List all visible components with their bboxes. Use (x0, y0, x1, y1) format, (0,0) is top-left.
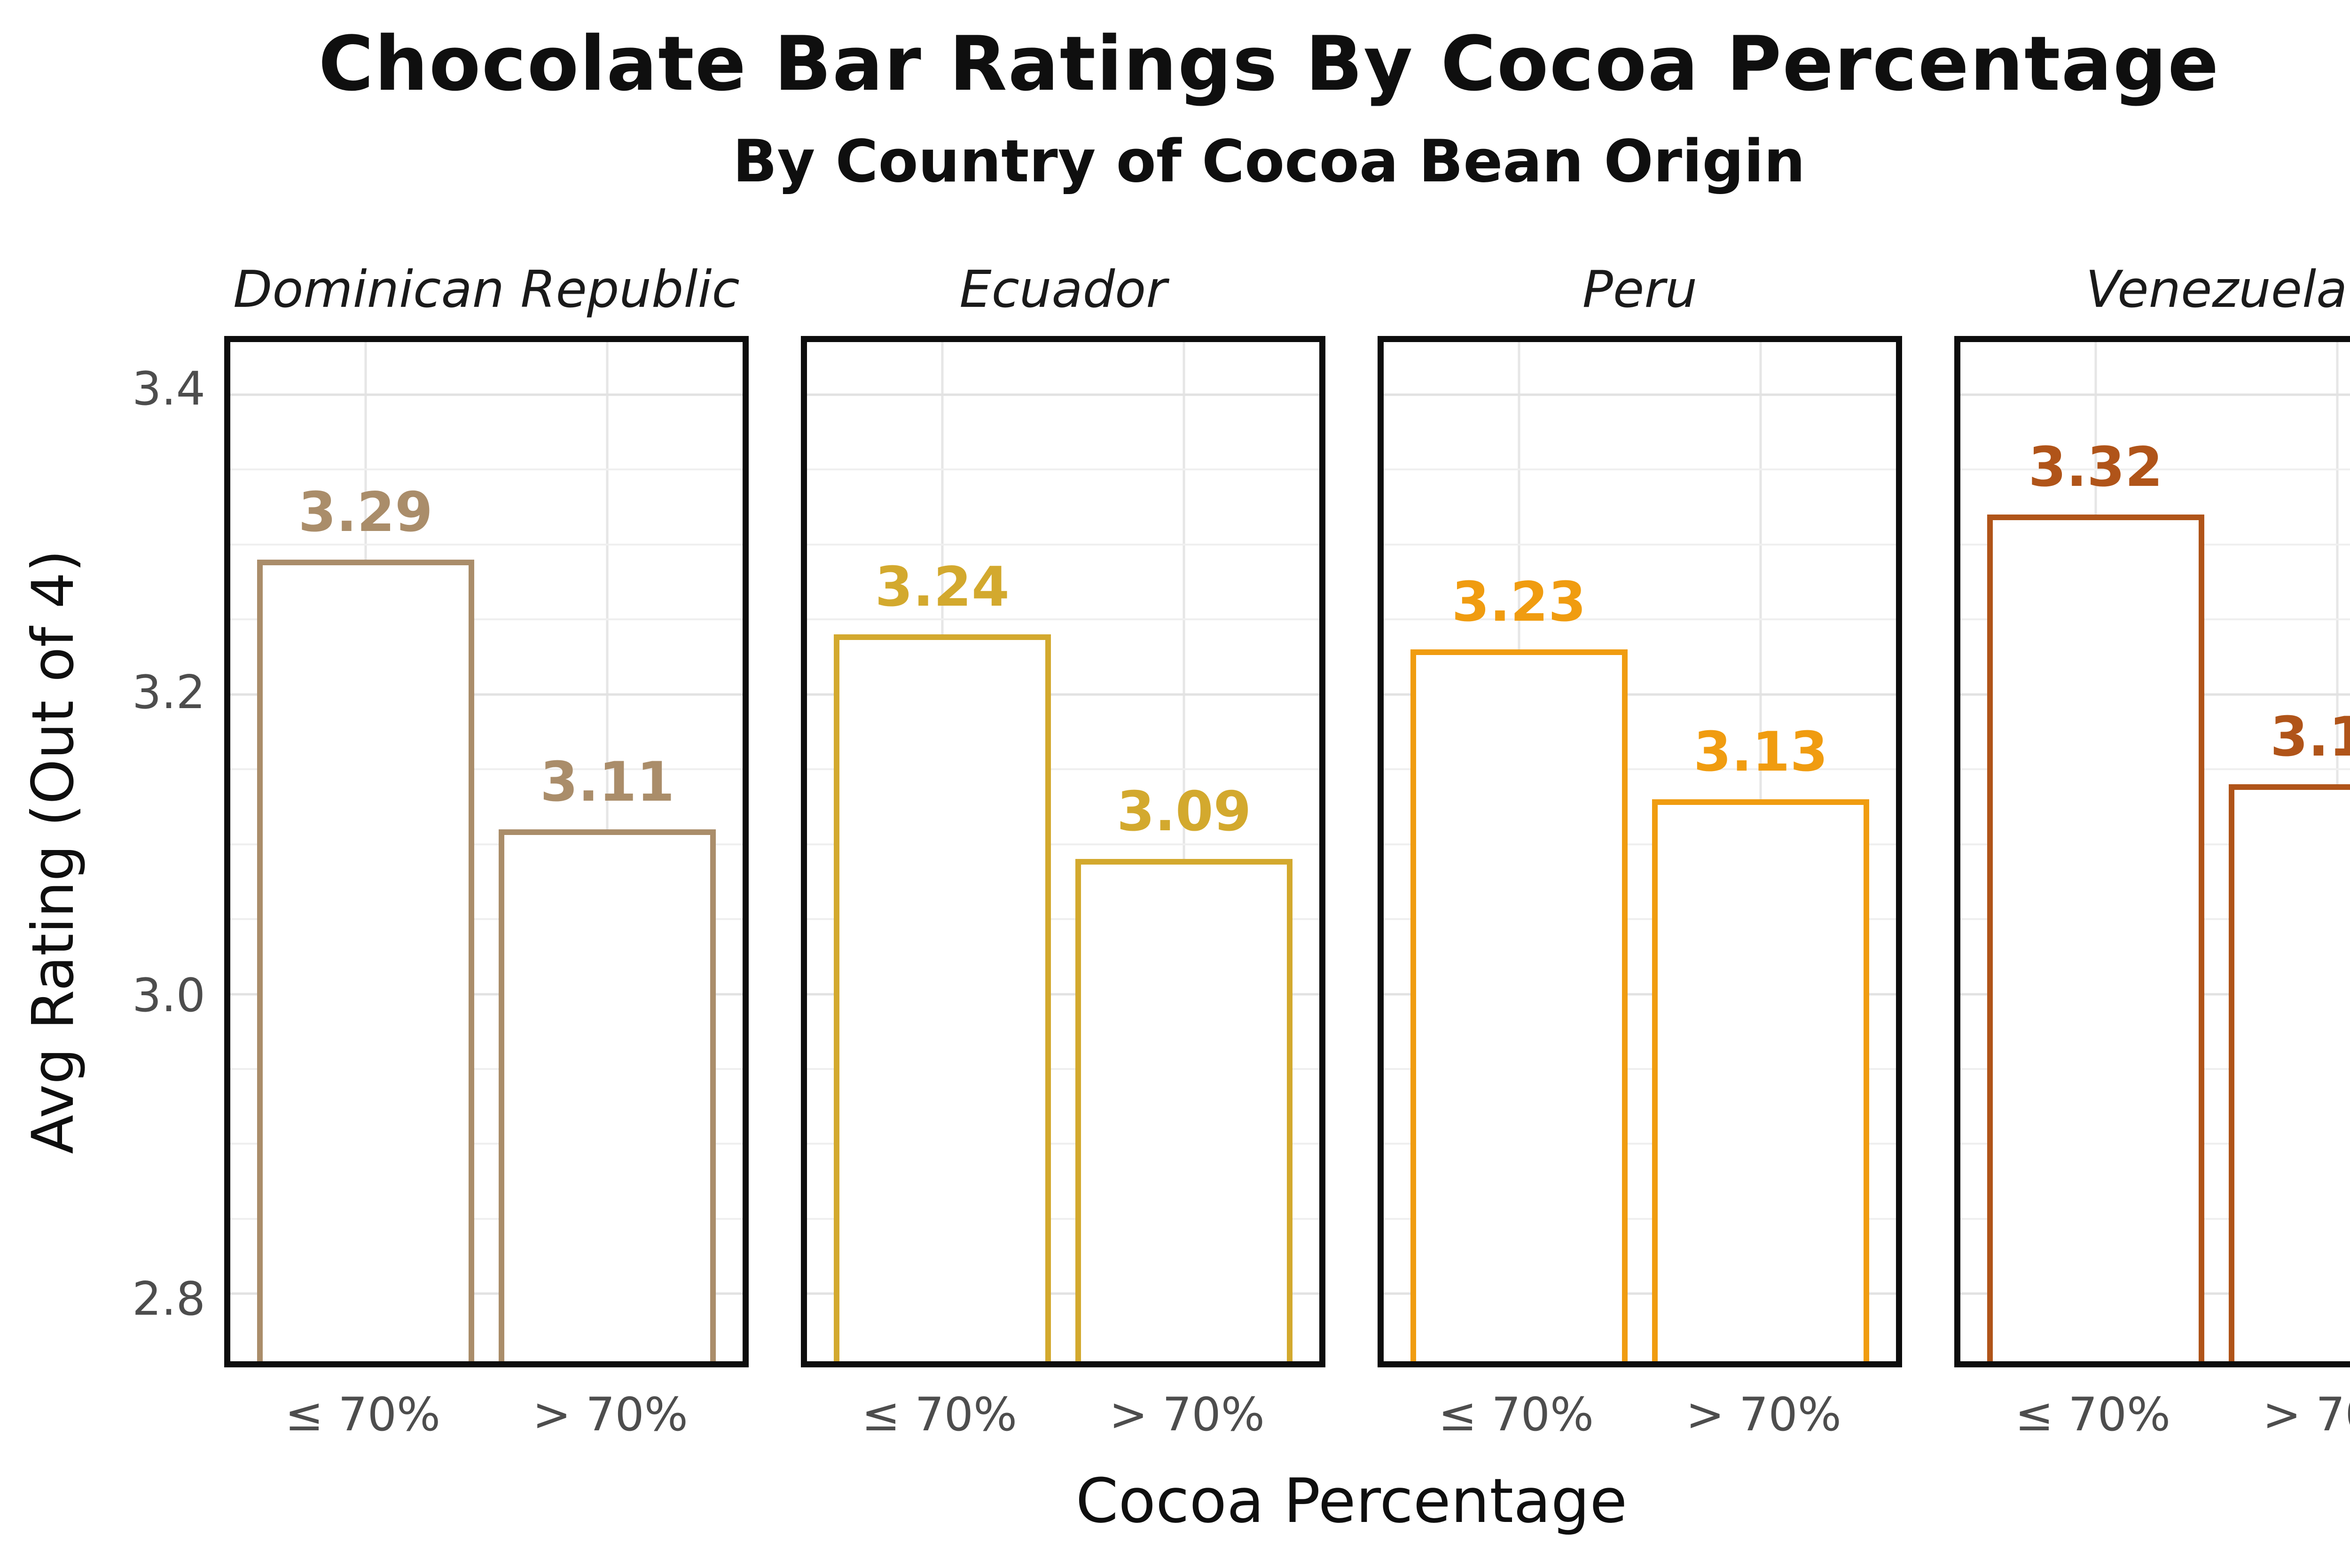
facet-title: Ecuador (959, 260, 1167, 319)
grid-line-minor (230, 918, 743, 921)
facet-panel: 3.29 3.11 (224, 336, 749, 1367)
grid-line-minor (230, 618, 743, 621)
grid-line-minor (1384, 1068, 1896, 1070)
facet-title: Peru (1582, 260, 1698, 319)
grid-line-minor (1384, 768, 1896, 771)
grid-line-vertical (1183, 342, 1185, 1361)
grid-line-major (230, 393, 743, 396)
grid-line-minor (230, 1217, 743, 1220)
bar-value-label: 3.29 (298, 480, 433, 544)
grid-line-major (807, 393, 1319, 396)
grid-line-major (807, 993, 1319, 996)
grid-line-minor (807, 618, 1319, 621)
grid-line-minor (807, 1217, 1319, 1220)
grid-line-minor (1384, 1217, 1896, 1220)
bar-≤ 70% (1987, 514, 2204, 1361)
chart-subtitle: By Country of Cocoa Bean Origin (732, 128, 1806, 195)
grid-line-major (1960, 393, 2350, 396)
plot-area: 3.24 3.09 (807, 342, 1319, 1361)
facet-dominican-republic: Dominican Republic 3.29 3.11 ≤ 70% > 70% (224, 265, 749, 1438)
bar-≤ 70% (257, 559, 474, 1361)
grid-line-minor (1384, 843, 1896, 845)
bar-> 70% (1075, 859, 1293, 1361)
bar-value-label: 3.09 (1117, 780, 1252, 844)
bar-value-label: 3.23 (1451, 570, 1586, 634)
grid-line-minor (1384, 1143, 1896, 1145)
facet-title: Venezuela (2085, 260, 2348, 319)
grid-line-minor (1384, 618, 1896, 621)
bar-> 70% (2229, 784, 2350, 1361)
x-axis-label: Cocoa Percentage (1075, 1465, 1628, 1537)
bar-≤ 70% (833, 634, 1051, 1361)
grid-line-major (1384, 693, 1896, 696)
grid-line-major (807, 693, 1319, 696)
x-tick-label: > 70% (2262, 1388, 2350, 1442)
grid-line-minor (807, 543, 1319, 546)
grid-line-minor (1384, 918, 1896, 921)
grid-line-minor (230, 843, 743, 845)
grid-line-minor (807, 1143, 1319, 1145)
bar-value-label: 3.13 (1693, 720, 1828, 784)
chart-title: Chocolate Bar Ratings By Cocoa Percentag… (318, 20, 2220, 108)
facet-panel: 3.32 3.14 (1954, 336, 2350, 1367)
grid-line-major (1384, 993, 1896, 996)
y-tick-label: 3.0 (132, 969, 205, 1023)
grid-line-minor (230, 768, 743, 771)
grid-line-minor (230, 543, 743, 546)
grid-line-minor (1384, 468, 1896, 471)
x-tick-label: > 70% (1685, 1388, 1841, 1442)
bar-value-label: 3.11 (540, 750, 675, 814)
grid-line-minor (807, 468, 1319, 471)
bar-> 70% (499, 829, 716, 1361)
facet-grid: Dominican Republic 3.29 3.11 ≤ 70% > 70% Ecua… (224, 265, 2350, 1438)
plot-area: 3.29 3.11 (230, 342, 743, 1361)
y-axis-tick-labels: 2.8 3.0 3.2 3.4 (0, 336, 205, 1367)
facet-title: Dominican Republic (233, 260, 740, 319)
facet-panel: 3.23 3.13 (1378, 336, 1902, 1367)
bar-value-label: 3.24 (875, 555, 1010, 619)
y-tick-label: 2.8 (132, 1272, 205, 1326)
y-tick-label: 3.2 (132, 665, 205, 719)
grid-line-minor (230, 468, 743, 471)
x-tick-label: ≤ 70% (2015, 1388, 2171, 1442)
facet-panel: 3.24 3.09 (801, 336, 1325, 1367)
bar-value-label: 3.32 (2028, 435, 2163, 499)
x-tick-label: > 70% (1109, 1388, 1265, 1442)
x-tick-label: > 70% (532, 1388, 688, 1442)
facet-ecuador: Ecuador 3.24 3.09 ≤ 70% > 70% (801, 265, 1325, 1438)
grid-line-minor (230, 1143, 743, 1145)
plot-area: 3.32 3.14 (1960, 342, 2350, 1361)
grid-line-major (1384, 1292, 1896, 1295)
grid-line-major (230, 1292, 743, 1295)
grid-line-major (807, 1292, 1319, 1295)
facet-peru: Peru 3.23 3.13 ≤ 70% > 70% (1378, 265, 1902, 1438)
x-tick-label: ≤ 70% (1438, 1388, 1594, 1442)
grid-line-minor (807, 843, 1319, 845)
grid-line-minor (1960, 468, 2350, 471)
grid-line-minor (807, 918, 1319, 921)
x-tick-label: ≤ 70% (862, 1388, 1018, 1442)
bar-value-label: 3.14 (2270, 705, 2350, 769)
grid-line-minor (230, 1068, 743, 1070)
grid-line-minor (807, 1068, 1319, 1070)
y-tick-label: 3.4 (132, 362, 205, 416)
grid-line-minor (807, 768, 1319, 771)
grid-line-major (1384, 393, 1896, 396)
bar-> 70% (1652, 799, 1870, 1361)
bar-≤ 70% (1410, 649, 1628, 1361)
grid-line-major (230, 993, 743, 996)
grid-line-minor (1384, 543, 1896, 546)
grid-line-major (230, 693, 743, 696)
plot-area: 3.23 3.13 (1384, 342, 1896, 1361)
x-tick-label: ≤ 70% (285, 1388, 441, 1442)
